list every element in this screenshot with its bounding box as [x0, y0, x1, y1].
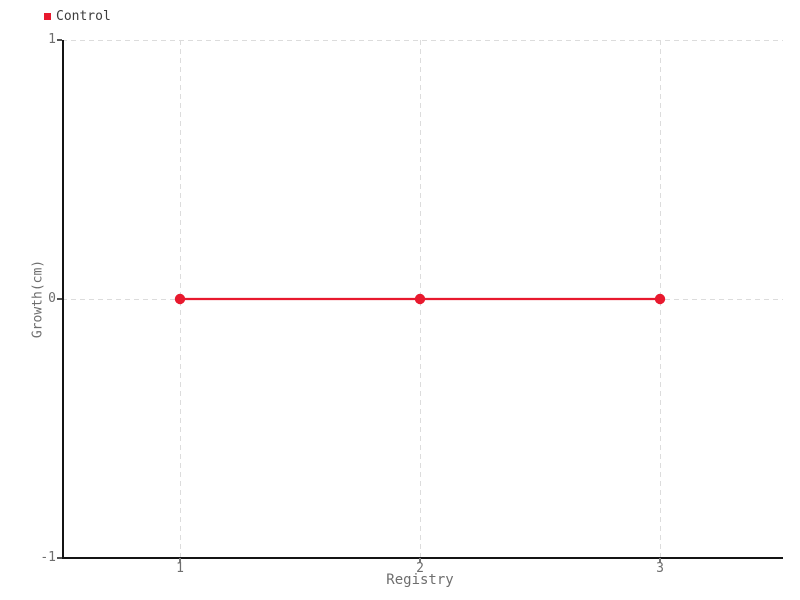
- y-tick-0: [57, 298, 62, 300]
- legend[interactable]: Control: [44, 9, 111, 24]
- y-tick-1: [57, 39, 62, 41]
- y-tick-label-1: 1: [48, 32, 56, 47]
- y-tick-label-0: 0: [48, 291, 56, 306]
- x-tick-2: [419, 558, 421, 563]
- gridline-y-1: [62, 39, 783, 41]
- x-axis-title: Registry: [386, 572, 454, 588]
- y-axis: [62, 40, 64, 558]
- legend-marker-control: [44, 13, 51, 20]
- x-tick-label-1: 1: [176, 561, 184, 576]
- x-tick-1: [179, 558, 181, 563]
- gridline-x-1: [179, 40, 181, 558]
- y-tick--1: [57, 557, 62, 559]
- legend-label-control: Control: [56, 9, 111, 24]
- gridline-y-0: [62, 298, 783, 300]
- y-tick-label--1: -1: [40, 550, 56, 565]
- gridline-x-2: [419, 40, 421, 558]
- x-tick-label-3: 3: [656, 561, 664, 576]
- x-tick-3: [659, 558, 661, 563]
- x-tick-label-2: 2: [416, 561, 424, 576]
- y-axis-title: Growth(cm): [30, 259, 46, 339]
- gridline-x-3: [659, 40, 661, 558]
- x-axis: [62, 557, 783, 559]
